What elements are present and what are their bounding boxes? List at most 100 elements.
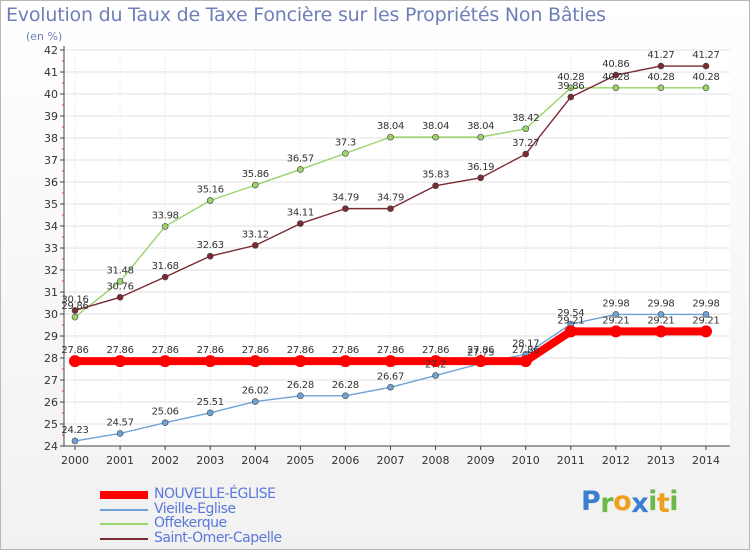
y-tick-label: 39	[44, 110, 58, 123]
data-label: 41.27	[647, 50, 674, 61]
y-tick-label: 38	[44, 132, 58, 145]
data-label: 25.51	[197, 397, 224, 408]
data-point	[657, 311, 665, 318]
data-label: 41.27	[692, 50, 719, 61]
data-point	[116, 430, 124, 437]
data-point	[522, 125, 530, 133]
data-point	[71, 437, 79, 445]
data-label: 27.86	[422, 345, 449, 356]
data-point	[384, 355, 397, 368]
data-point	[116, 278, 124, 285]
data-point	[522, 150, 530, 158]
data-label: 27.86	[152, 345, 179, 356]
data-label: 26.67	[377, 371, 404, 382]
data-label: 29.21	[692, 315, 719, 326]
logo-letter: x	[631, 488, 649, 519]
data-point	[387, 383, 394, 391]
data-label: 34.11	[287, 208, 314, 219]
data-point	[342, 150, 349, 157]
data-point	[477, 174, 484, 182]
data-point	[161, 223, 169, 230]
data-point	[114, 355, 127, 368]
y-tick-label: 27	[44, 374, 58, 387]
data-point	[71, 307, 79, 314]
logo-letter: i	[669, 486, 679, 517]
data-point	[567, 93, 575, 101]
data-label: 34.79	[377, 193, 404, 204]
data-label: 37.27	[512, 138, 539, 149]
legend-swatch	[100, 508, 148, 511]
x-tick-label: 2001	[106, 454, 134, 467]
x-tick-label: 2007	[377, 454, 405, 467]
data-point	[204, 355, 217, 368]
data-point	[609, 325, 622, 338]
data-point	[657, 62, 665, 70]
data-label: 27.86	[467, 345, 494, 356]
y-tick-label: 26	[44, 396, 58, 409]
data-label: 26.28	[287, 380, 314, 391]
legend-swatch	[100, 491, 148, 499]
data-label: 35.16	[197, 184, 224, 195]
data-label: 30.16	[61, 294, 88, 305]
logo-letter: o	[613, 486, 632, 517]
y-tick-label: 42	[44, 44, 58, 57]
data-point	[294, 355, 307, 368]
legend-label: Offekerque	[154, 515, 227, 531]
data-point	[297, 220, 304, 227]
logo-letter: r	[600, 488, 614, 519]
data-label: 33.12	[242, 229, 269, 240]
x-tick-label: 2011	[557, 454, 585, 467]
data-point	[432, 182, 439, 190]
legend-label: Vieille-Eglise	[154, 500, 236, 517]
data-point	[342, 392, 349, 400]
data-label: 25.06	[152, 407, 179, 418]
data-label: 27.86	[377, 345, 404, 356]
data-label: 27.86	[242, 345, 269, 356]
logo-letter: t	[656, 488, 670, 519]
data-point	[342, 205, 349, 212]
data-label: 33.98	[152, 210, 179, 221]
data-label: 29.86	[61, 301, 88, 312]
y-tick-label: 34	[44, 220, 58, 233]
data-label: 40.28	[692, 72, 719, 83]
y-tick-label: 24	[44, 440, 58, 453]
x-tick-label: 2009	[467, 454, 495, 467]
data-point	[702, 311, 710, 318]
x-tick-label: 2014	[692, 454, 720, 467]
data-point	[429, 355, 442, 368]
data-label: 27.86	[512, 345, 539, 356]
data-point	[474, 355, 487, 368]
data-point	[339, 355, 352, 368]
data-point	[387, 133, 394, 141]
data-label: 29.21	[602, 315, 629, 326]
data-label: 24.23	[61, 425, 88, 436]
y-tick-label: 33	[44, 242, 58, 255]
data-label: 27.2	[425, 360, 446, 371]
data-label: 38.04	[377, 121, 404, 132]
data-label: 31.68	[152, 261, 179, 272]
data-label: 35.83	[422, 170, 449, 181]
data-point	[432, 133, 439, 141]
data-point	[249, 355, 262, 368]
data-label: 29.98	[647, 298, 674, 309]
data-label: 29.98	[602, 298, 629, 309]
y-tick-label: 31	[44, 286, 58, 299]
data-label: 26.28	[332, 380, 359, 391]
y-tick-label: 37	[44, 154, 58, 167]
data-label: 24.57	[107, 417, 134, 428]
x-tick-label: 2012	[602, 454, 630, 467]
x-tick-label: 2005	[286, 454, 314, 467]
data-label: 38.04	[422, 121, 449, 132]
x-tick-label: 2006	[331, 454, 359, 467]
data-point	[206, 252, 214, 260]
legend-label: NOUVELLE-ÉGLISE	[154, 486, 276, 502]
data-label: 30.76	[107, 281, 134, 292]
data-label: 40.86	[602, 59, 629, 70]
data-point	[519, 355, 532, 368]
data-label: 39.86	[557, 81, 584, 92]
data-point	[387, 205, 394, 212]
data-point	[297, 392, 304, 400]
data-point	[654, 325, 667, 338]
data-point	[251, 181, 259, 189]
data-point	[206, 197, 214, 204]
